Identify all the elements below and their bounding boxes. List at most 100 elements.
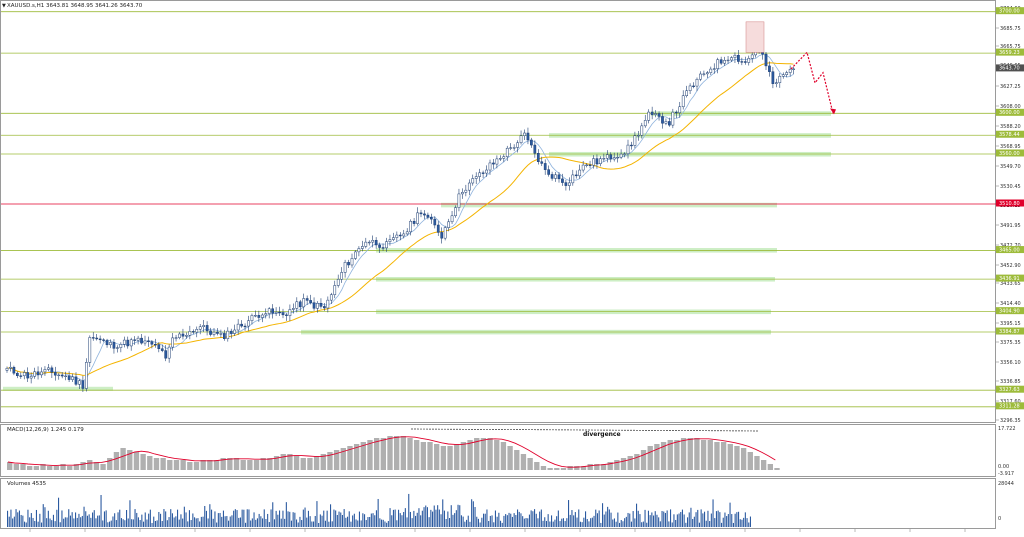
volume-bar [432,511,434,527]
candle [547,165,550,177]
volume-bar [471,499,473,527]
candle [257,310,261,322]
macd-histogram-bar [287,454,293,470]
volume-bar [41,522,43,527]
chart-menu-arrow-icon[interactable]: ▼ [2,3,6,9]
volume-bar [115,520,117,527]
volume-bar [409,511,411,527]
volume-bar [32,517,34,527]
price-tick-label: 3433.65 [1000,281,1021,287]
volume-bar [290,520,292,527]
volume-bar [457,504,459,527]
volume-bar [586,519,588,527]
volume-bar [642,521,644,527]
candle [692,82,695,89]
volume-bar [693,516,695,527]
volume-bar [350,521,352,527]
volume-bar [192,513,194,527]
price-level-label: 3311.28 [999,404,1020,410]
volume-bar [122,519,124,527]
volume-bar [364,514,366,527]
macd-histogram-bar [740,448,747,470]
macd-histogram-bar [193,462,200,470]
candle [260,313,264,323]
volume-bar [374,515,376,527]
macd-plot: divergence [7,428,780,470]
volume-bar [313,521,315,527]
price-plot[interactable] [1,1,997,424]
volume-bar [443,510,445,527]
candle [419,209,423,218]
volume-bar [464,521,466,527]
volume-bar [318,522,320,527]
macd-histogram-bar [420,442,427,470]
candle [47,364,50,372]
macd-histogram-bar [107,458,113,470]
volume-bar [729,502,731,527]
candle [519,130,523,145]
candle [98,335,102,344]
volume-bar [554,519,556,527]
candle [464,184,468,197]
price-tick-label: 3336.85 [1000,379,1021,385]
volume-bar [442,499,444,527]
candle [188,325,192,340]
candle [133,336,137,345]
macd-scale-label: 0.00 [998,464,1009,470]
volume-bar [731,514,733,527]
volume-bar [347,516,349,527]
volume-bar [265,518,267,527]
candle [178,332,181,340]
macd-title: MACD(12,26,9) 1.245 0.179 [7,427,84,433]
volume-bar [30,513,32,527]
volume-bar [624,518,626,527]
macd-histogram-bar [407,438,413,470]
volume-bar [697,509,699,527]
volume-bar [209,504,211,527]
volume-bar [297,522,299,527]
macd-pane[interactable]: MACD(12,26,9) 1.245 0.179 divergence [0,424,996,477]
volume-bar [134,509,136,527]
candle [599,156,602,167]
macd-histogram-bar [147,456,153,470]
volume-bar [66,517,68,527]
volume-bar [636,503,638,527]
macd-histogram-bar [627,456,633,470]
candle [461,188,464,199]
volume-bar [56,509,58,527]
volume-bar [61,510,63,527]
volume-bar [141,514,143,527]
volume-bar [63,518,65,527]
macd-histogram-bar [647,446,653,470]
volume-bar [437,505,439,527]
volume-bar [49,518,51,527]
volume-bar [95,518,97,527]
volume-bar [562,518,564,527]
volume-bar [180,514,182,527]
macd-histogram-bar [333,450,340,470]
candle [492,159,495,169]
volume-bar [496,516,498,527]
candle [471,174,475,186]
price-chart-pane[interactable]: ▼ XAUUSD.s,H1 3643.81 3648.95 3641.26 36… [0,0,997,424]
volume-bar [467,515,469,527]
macd-histogram-bar [80,462,86,470]
volume-bar [42,504,44,527]
volume-pane[interactable]: Volumes 4535 [0,478,996,529]
candle [326,296,330,313]
macd-histogram-bar [447,446,453,470]
volume-bar [517,509,519,527]
volume-bar [653,515,655,527]
volume-bar [545,520,547,527]
price-level-label: 3578.44 [999,132,1020,138]
volume-bar [707,510,709,527]
price-scale[interactable]: 3704.603685.753665.753646.653627.253608.… [996,0,1024,424]
macd-histogram-bar [227,458,233,470]
macd-histogram-bar [427,442,433,470]
candle [412,218,416,227]
candle [9,361,12,372]
volume-bar [326,510,328,527]
volume-bar [505,514,507,527]
candle [88,335,92,368]
macd-histogram-bar [747,452,753,470]
